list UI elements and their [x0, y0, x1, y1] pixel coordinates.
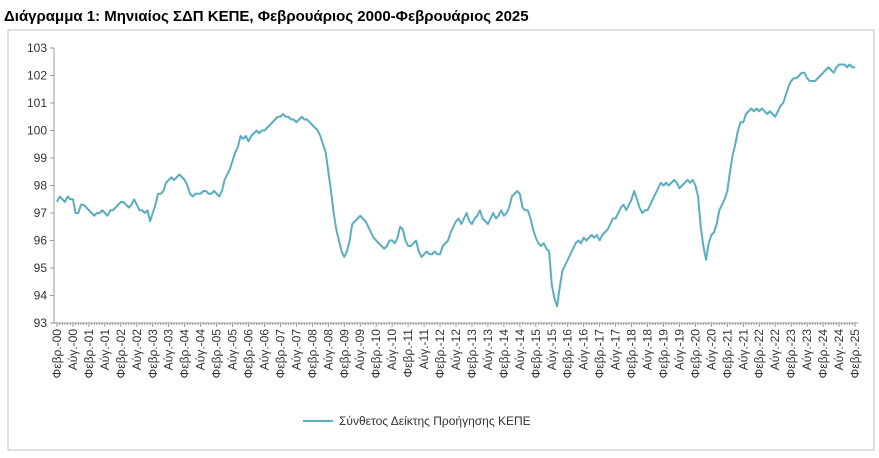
y-tick-label: 93 — [34, 316, 48, 330]
x-tick-label: Αύγ.-15 — [545, 329, 559, 371]
x-tick-label: Φεβρ.-14 — [497, 329, 511, 379]
x-tick-label: Αύγ.-01 — [98, 329, 112, 371]
x-tick-label: Φεβρ.-23 — [784, 329, 798, 379]
x-tick-label: Αύγ.-17 — [609, 329, 623, 371]
x-tick-label: Αύγ.-14 — [513, 329, 527, 371]
x-tick-label: Φεβρ.-21 — [720, 329, 734, 379]
x-tick-label: Αύγ.-21 — [736, 329, 750, 371]
x-tick-label: Αύγ.-03 — [162, 329, 176, 371]
y-tick-label: 102 — [27, 69, 47, 83]
x-tick-label: Αύγ.-04 — [194, 329, 208, 371]
y-tick-label: 103 — [27, 41, 47, 55]
x-tick-label: Αύγ.-05 — [226, 329, 240, 371]
x-tick-label: Φεβρ.-18 — [625, 329, 639, 379]
x-tick-label: Αύγ.-13 — [481, 329, 495, 371]
x-tick-label: Αύγ.-08 — [321, 329, 335, 371]
x-tick-label: Αύγ.-20 — [704, 329, 718, 371]
x-tick-label: Φεβρ.-11 — [401, 329, 415, 378]
x-tick-label: Αύγ.-18 — [641, 329, 655, 371]
x-tick-label: Αύγ.-12 — [449, 329, 463, 371]
x-tick-label: Αύγ.-22 — [768, 329, 782, 371]
y-tick-label: 97 — [34, 206, 48, 220]
x-tick-label: Φεβρ.-01 — [82, 329, 96, 379]
x-tick-label: Φεβρ.-03 — [146, 329, 160, 379]
y-tick-label: 98 — [34, 179, 48, 193]
x-tick-label: Αύγ.-24 — [832, 329, 846, 371]
x-tick-label: Αύγ.-10 — [385, 329, 399, 371]
y-tick-label: 96 — [34, 234, 48, 248]
x-tick-label: Φεβρ.-06 — [242, 329, 256, 379]
chart-border — [7, 29, 875, 451]
y-tick-label: 95 — [34, 261, 48, 275]
x-tick-label: Αύγ.-11 — [417, 329, 431, 370]
y-tick-label: 99 — [34, 151, 48, 165]
x-tick-label: Φεβρ.-19 — [656, 329, 670, 379]
x-tick-label: Φεβρ.-07 — [273, 329, 287, 379]
x-tick-label: Φεβρ.-25 — [848, 329, 862, 379]
x-tick-label: Φεβρ.-15 — [529, 329, 543, 379]
x-tick-label: Φεβρ.-05 — [210, 329, 224, 379]
y-tick-label: 94 — [34, 289, 48, 303]
x-tick-label: Φεβρ.-10 — [369, 329, 383, 379]
x-tick-label: Φεβρ.-02 — [114, 329, 128, 379]
x-tick-label: Φεβρ.-09 — [337, 329, 351, 379]
x-tick-label: Αύγ.-23 — [800, 329, 814, 371]
x-tick-label: Αύγ.-02 — [130, 329, 144, 371]
chart-title: Διάγραμμα 1: Μηνιαίος ΣΔΠ ΚΕΠΕ, Φεβρουάρ… — [4, 8, 529, 25]
x-tick-label: Αύγ.-16 — [577, 329, 591, 371]
x-tick-label: Φεβρ.-08 — [305, 329, 319, 379]
x-tick-label: Φεβρ.-00 — [50, 329, 64, 379]
x-tick-label: Φεβρ.-24 — [816, 329, 830, 379]
x-tick-label: Φεβρ.-17 — [593, 329, 607, 379]
line — [56, 63, 855, 308]
legend-label: Σύνθετος Δείκτης Προήγησης ΚΕΠΕ — [339, 414, 531, 428]
x-tick-label: Φεβρ.-12 — [433, 329, 447, 379]
x-tick-label: Φεβρ.-04 — [178, 329, 192, 379]
y-tick-label: 101 — [27, 96, 47, 110]
x-tick-label: Φεβρ.-20 — [688, 329, 702, 379]
x-tick-label: Αύγ.-07 — [289, 329, 303, 371]
x-tick-label: Αύγ.-00 — [66, 329, 80, 371]
x-tick-label: Αύγ.-06 — [257, 329, 271, 371]
x-tick-label: Φεβρ.-13 — [465, 329, 479, 379]
x-tick-label: Φεβρ.-22 — [752, 329, 766, 379]
x-tick-label: Αύγ.-09 — [353, 329, 367, 371]
x-tick-label: Φεβρ.-16 — [561, 329, 575, 379]
y-tick-label: 100 — [27, 124, 47, 138]
x-tick-label: Αύγ.-19 — [672, 329, 686, 371]
